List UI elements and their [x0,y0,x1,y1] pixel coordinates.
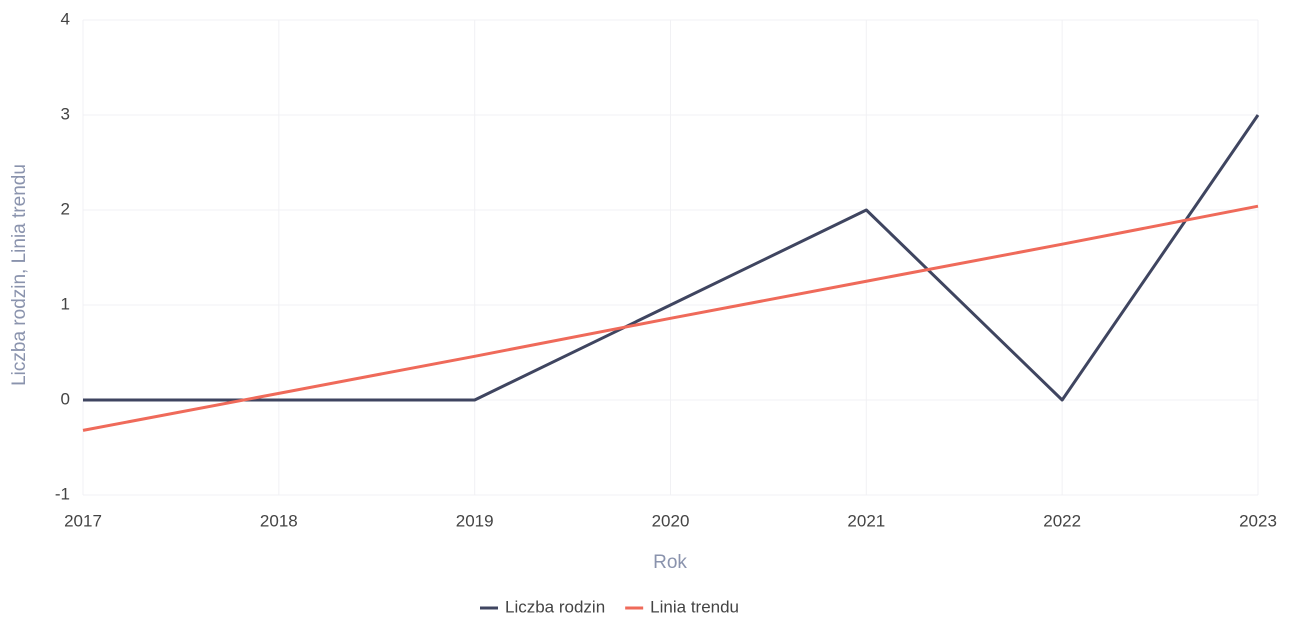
y-tick-label: 0 [61,389,70,408]
y-tick-label: 1 [61,294,70,313]
y-tick-label: 3 [61,104,70,123]
y-axis-title: Liczba rodzin, Linia trendu [9,164,30,386]
y-tick-label: 4 [61,9,70,28]
legend-label: Liczba rodzin [505,597,605,616]
x-tick-label: 2022 [1043,511,1081,530]
x-tick-label: 2023 [1239,511,1277,530]
x-tick-label: 2019 [456,511,494,530]
y-tick-label: 2 [61,199,70,218]
x-axis-title: Rok [653,552,687,573]
series-line [83,114,1260,402]
x-tick-label: 2017 [64,511,102,530]
x-tick-label: 2021 [847,511,885,530]
x-tick-label: 2018 [260,511,298,530]
series-line [82,204,1259,432]
y-tick-label: -1 [55,484,70,503]
legend-label: Linia trendu [650,597,739,616]
x-tick-label: 2020 [652,511,690,530]
